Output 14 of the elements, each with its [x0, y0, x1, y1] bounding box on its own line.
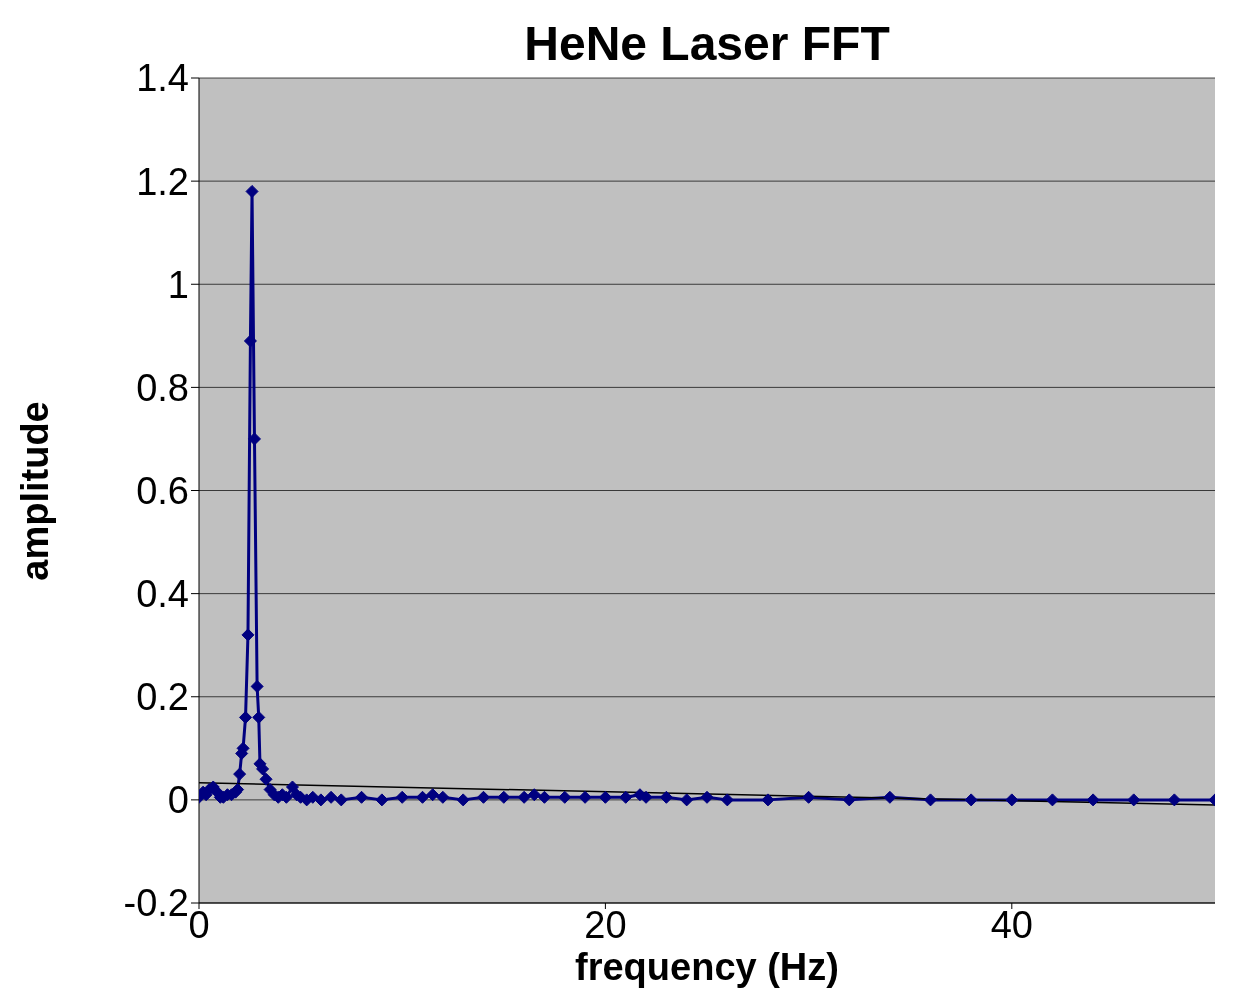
y-tick-label: 0.2	[136, 676, 189, 719]
x-tick-label: 20	[584, 903, 627, 946]
chart-title: HeNe Laser FFT	[523, 16, 891, 71]
y-tick-label: 0.4	[136, 573, 189, 616]
y-tick-label: 1.2	[136, 160, 189, 203]
y-tick-label: -0.2	[123, 882, 189, 925]
y-tick-label: 0.6	[136, 469, 189, 512]
y-tick-label: 0	[167, 779, 189, 822]
y-tick-label: 1.4	[136, 57, 189, 100]
y-axis-title: amplitude	[14, 399, 57, 583]
y-tick-label: 1	[167, 263, 189, 306]
x-axis-title: frequency (Hz)	[574, 946, 840, 989]
y-tick-label: 0.8	[136, 366, 189, 409]
x-tick-label: 40	[990, 903, 1033, 946]
